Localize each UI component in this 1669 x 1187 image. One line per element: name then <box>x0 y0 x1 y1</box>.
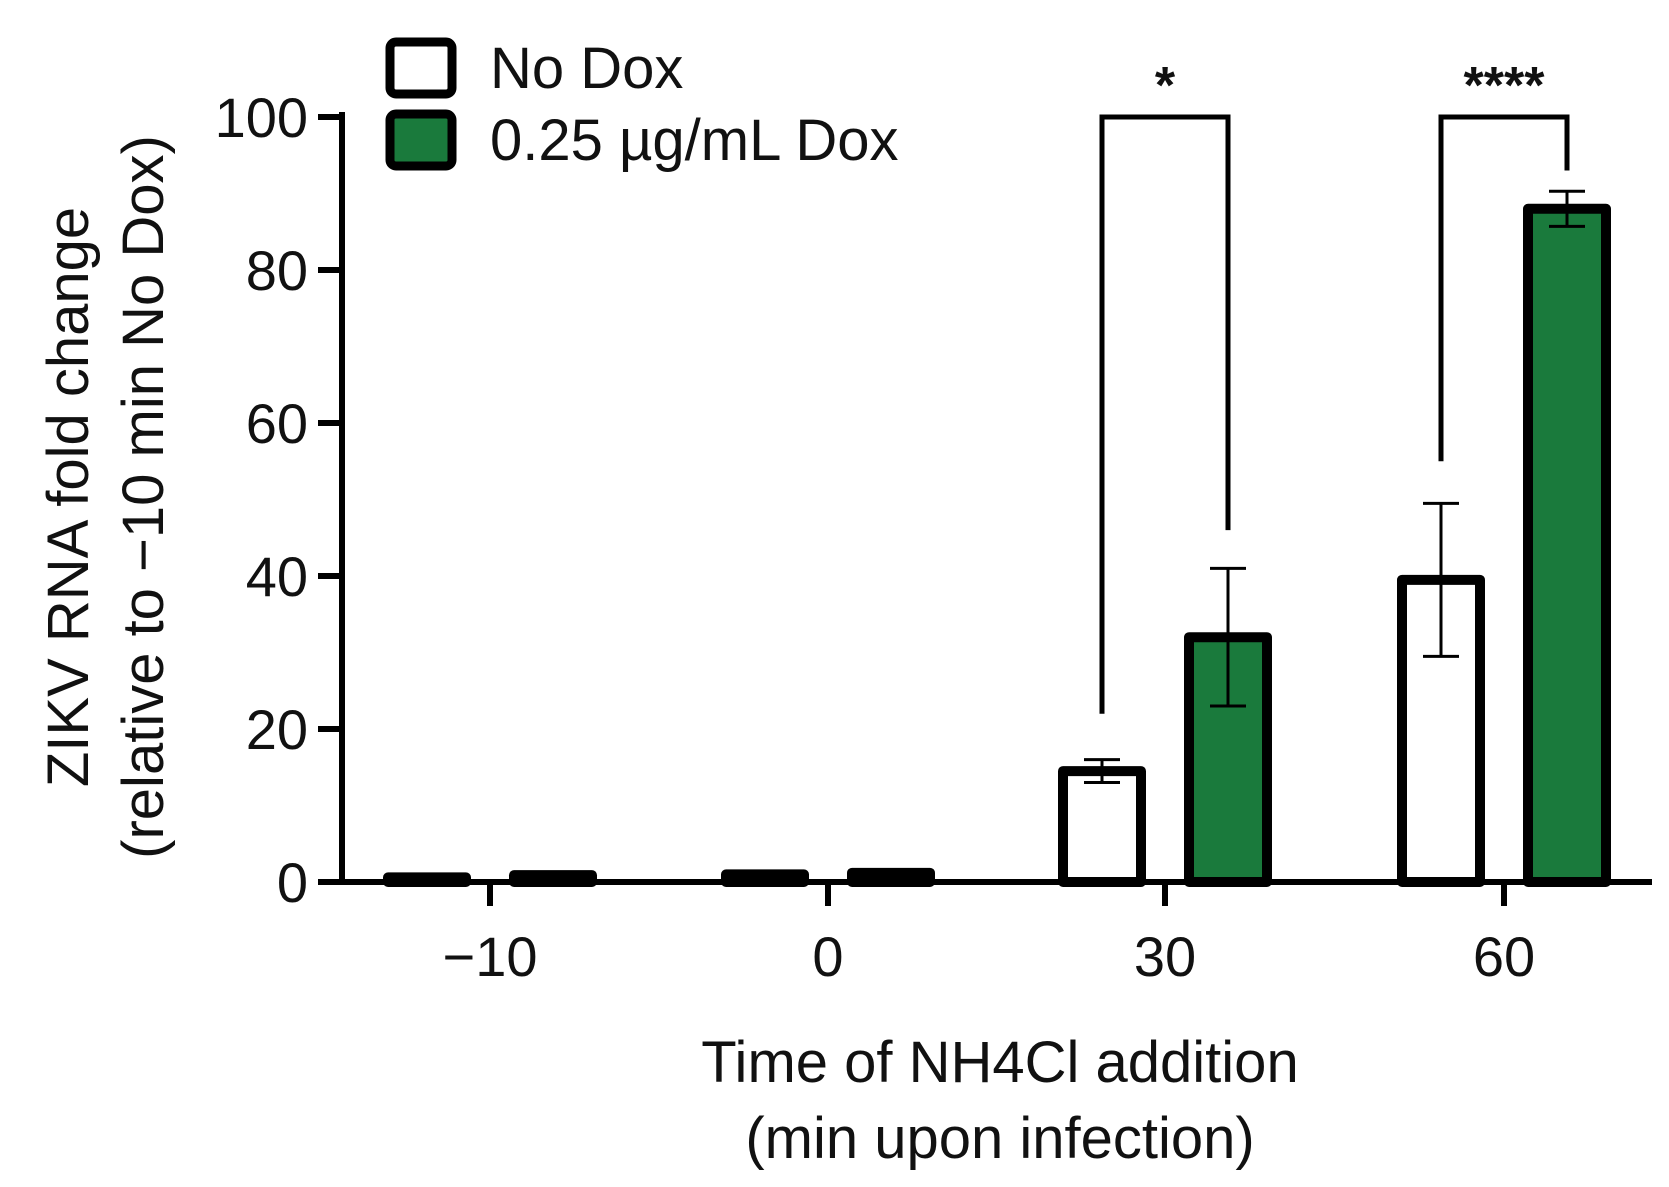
significance-bracket-0: * <box>1099 57 1231 714</box>
x-axis-title-line1: Time of NH4Cl addition <box>701 1030 1298 1095</box>
significance-label-0: * <box>1155 57 1176 115</box>
bars-layer <box>383 203 1611 888</box>
y-tick-label-100: 100 <box>215 86 308 149</box>
x-ticks-layer: −10 0 30 60 <box>443 882 1535 988</box>
y-tick-label-0: 0 <box>277 851 308 914</box>
error-bar-dox-2 <box>1210 566 1246 708</box>
legend-label-no-dox: No Dox <box>490 36 683 101</box>
bar-dox-3 <box>1523 203 1611 888</box>
x-tick-label-0: −10 <box>443 925 538 988</box>
y-axis-title-line1: ZIKV RNA fold change <box>36 207 101 787</box>
y-axis-title-line2: (relative to −10 min No Dox) <box>111 135 176 859</box>
y-tick-label-20: 20 <box>246 698 308 761</box>
error-bar-no-dox-3 <box>1423 501 1459 658</box>
axes-layer <box>339 112 1652 885</box>
y-axis-title: ZIKV RNA fold change (relative to −10 mi… <box>36 135 176 859</box>
y-tick-label-40: 40 <box>246 545 308 608</box>
x-tick-label-2: 30 <box>1134 925 1196 988</box>
y-tick-label-60: 60 <box>246 392 308 455</box>
x-axis-title: Time of NH4Cl addition (min upon infecti… <box>701 1030 1298 1171</box>
bar-no-dox-2 <box>1058 766 1146 888</box>
x-axis-title-line2: (min upon infection) <box>745 1106 1254 1171</box>
y-ticks-layer: 0 20 40 60 80 100 <box>215 86 342 914</box>
legend-swatch-no-dox <box>385 37 457 99</box>
legend: No Dox 0.25 µg/mL Dox <box>385 36 898 173</box>
legend-swatch-dox <box>385 109 457 171</box>
legend-label-dox: 0.25 µg/mL Dox <box>490 108 898 173</box>
x-tick-label-1: 0 <box>812 925 843 988</box>
error-bars-layer <box>1084 189 1585 785</box>
significance-layer: * **** <box>1099 57 1570 714</box>
x-tick-label-3: 60 <box>1473 925 1535 988</box>
error-bar-no-dox-2 <box>1084 758 1120 785</box>
y-tick-label-80: 80 <box>246 239 308 302</box>
error-bar-dox-3 <box>1549 189 1585 228</box>
significance-label-1: **** <box>1464 57 1546 115</box>
significance-bracket-1: **** <box>1438 57 1570 462</box>
